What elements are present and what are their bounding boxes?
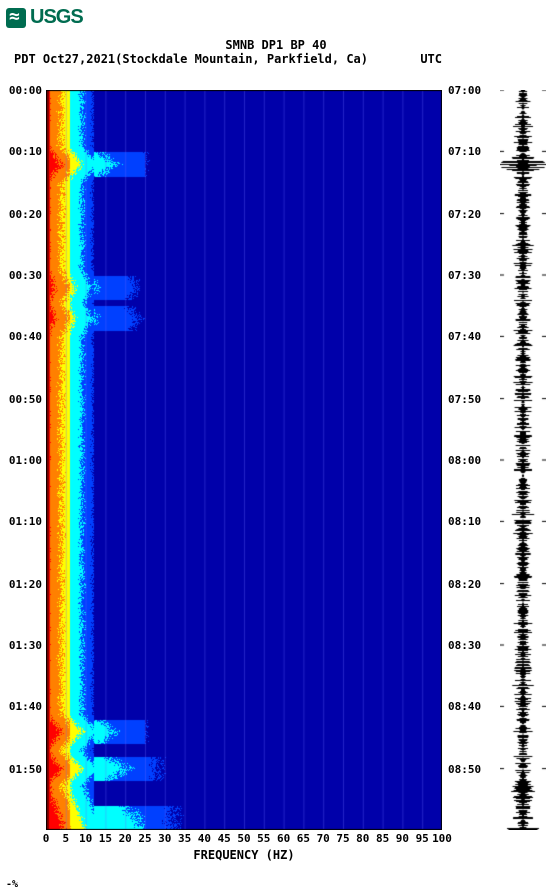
spectrogram-plot	[46, 90, 442, 830]
ytick-right: 08:20	[448, 578, 488, 591]
waveform-canvas	[500, 90, 546, 830]
xtick: 10	[79, 832, 92, 845]
ytick-right: 07:30	[448, 269, 488, 282]
ytick-left: 00:50	[2, 393, 42, 406]
xtick: 60	[277, 832, 290, 845]
usgs-logo: USGS	[6, 6, 83, 29]
xtick: 40	[198, 832, 211, 845]
xtick: 90	[396, 832, 409, 845]
xtick: 55	[257, 832, 270, 845]
ytick-left: 00:10	[2, 145, 42, 158]
ytick-left: 01:00	[2, 454, 42, 467]
chart-subtitle: PDT Oct27,2021(Stockdale Mountain, Parkf…	[0, 52, 368, 66]
ytick-right: 08:30	[448, 639, 488, 652]
footer-mark: -%	[6, 879, 18, 890]
xtick: 5	[62, 832, 69, 845]
xtick: 70	[317, 832, 330, 845]
ytick-right: 07:20	[448, 208, 488, 221]
xtick: 50	[237, 832, 250, 845]
ytick-right: 08:00	[448, 454, 488, 467]
ytick-left: 01:50	[2, 763, 42, 776]
ytick-left: 01:40	[2, 700, 42, 713]
utc-label: UTC	[420, 52, 442, 66]
xtick: 45	[218, 832, 231, 845]
ytick-right: 08:10	[448, 515, 488, 528]
ytick-left: 00:30	[2, 269, 42, 282]
xtick: 35	[178, 832, 191, 845]
xtick: 20	[119, 832, 132, 845]
ytick-left: 00:00	[2, 84, 42, 97]
ytick-left: 01:10	[2, 515, 42, 528]
xtick: 100	[432, 832, 452, 845]
ytick-right: 07:10	[448, 145, 488, 158]
xtick: 15	[99, 832, 112, 845]
ytick-left: 00:40	[2, 330, 42, 343]
chart-title: SMNB DP1 BP 40	[0, 38, 552, 52]
usgs-logo-text: USGS	[30, 6, 83, 29]
usgs-wave-icon	[6, 8, 26, 28]
ytick-right: 07:40	[448, 330, 488, 343]
xtick: 25	[138, 832, 151, 845]
x-axis-label: FREQUENCY (HZ)	[46, 848, 442, 862]
ytick-right: 07:50	[448, 393, 488, 406]
ytick-right: 08:50	[448, 763, 488, 776]
ytick-right: 07:00	[448, 84, 488, 97]
ytick-left: 01:20	[2, 578, 42, 591]
xtick: 85	[376, 832, 389, 845]
xtick: 80	[356, 832, 369, 845]
xtick: 95	[416, 832, 429, 845]
xtick: 30	[158, 832, 171, 845]
xtick: 0	[43, 832, 50, 845]
waveform-panel	[500, 90, 546, 830]
xtick: 75	[336, 832, 349, 845]
ytick-left: 01:30	[2, 639, 42, 652]
spectrogram-canvas	[46, 90, 442, 830]
ytick-right: 08:40	[448, 700, 488, 713]
ytick-left: 00:20	[2, 208, 42, 221]
xtick: 65	[297, 832, 310, 845]
